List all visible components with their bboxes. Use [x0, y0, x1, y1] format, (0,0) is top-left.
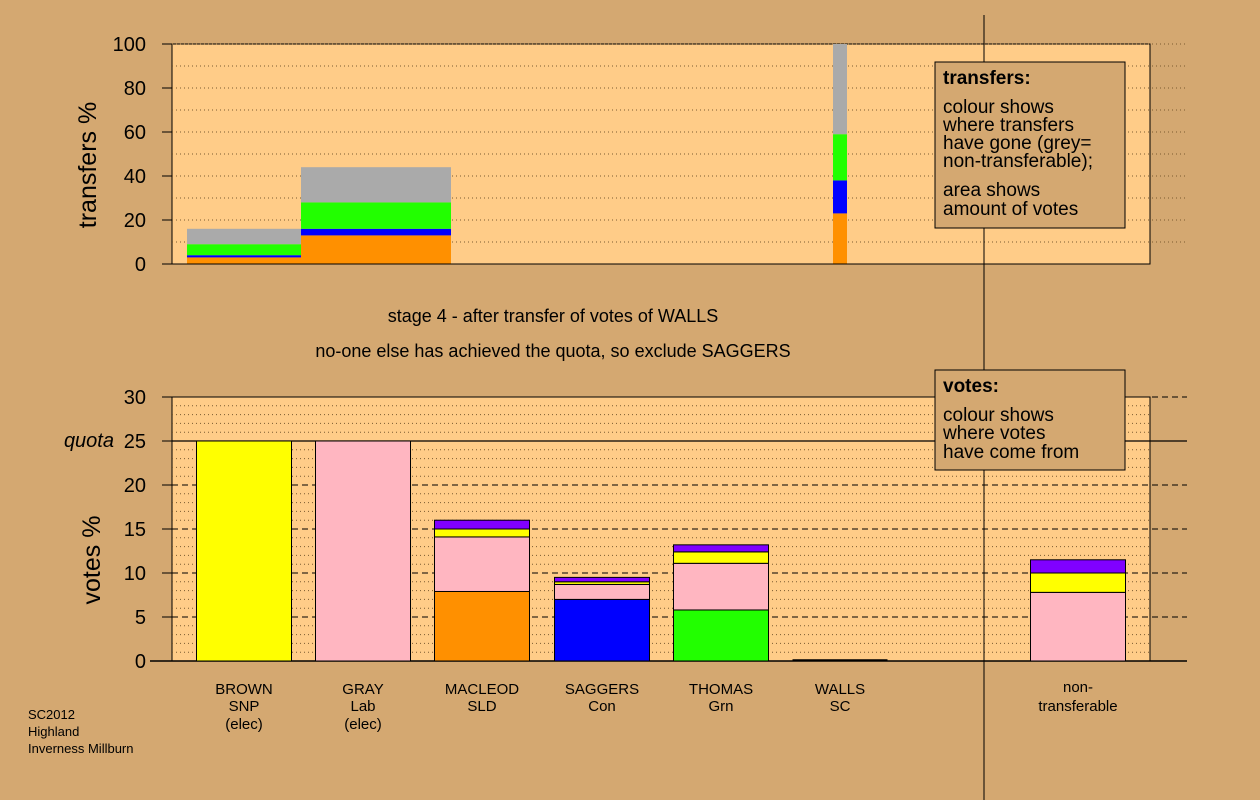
candidate-status: (elec): [344, 716, 382, 733]
stage-title: stage 4 - after transfer of votes of WAL…: [388, 306, 719, 326]
footer-line: Inverness Millburn: [28, 741, 134, 756]
stage-subtitle: no-one else has achieved the quota, so e…: [315, 341, 790, 361]
votes-tick-label: 20: [124, 475, 146, 497]
transfer-segment-sld: [301, 235, 451, 264]
vote-segment-sld: [434, 590, 530, 662]
candidate-party: SNP: [229, 698, 260, 715]
votes-tick-label: 15: [124, 519, 146, 541]
vote-segment-grn: [673, 609, 769, 662]
transfer-segment-con: [187, 255, 301, 258]
votes-y-ticks: 0 5 10 15 20 25 30: [124, 387, 172, 673]
candidate-party: SLD: [467, 698, 496, 715]
transfers-legend-line: have gone (grey=: [943, 133, 1091, 154]
vote-segment-snp: [434, 528, 530, 538]
candidate-status: (elec): [225, 716, 263, 733]
transfer-segment-sld: [833, 213, 847, 264]
candidate-name: SAGGERS: [565, 681, 639, 698]
nontransferable-segment-sc: [1030, 559, 1126, 574]
votes-y-axis-title: votes %: [78, 516, 106, 605]
vote-segment-snp: [673, 551, 769, 564]
candidate-party: Lab: [350, 698, 375, 715]
transfers-legend-line: colour shows: [943, 97, 1054, 118]
transfer-segment-grn: [833, 134, 847, 181]
transfers-y-axis-title: transfers %: [74, 102, 102, 228]
candidate-name: BROWN: [215, 681, 273, 698]
transfer-segment-sld: [187, 257, 301, 264]
nontransferable-label: transferable: [1038, 698, 1117, 715]
votes-legend-line: colour shows: [943, 405, 1054, 426]
transfers-tick-label: 40: [124, 166, 146, 188]
candidate-party: Grn: [708, 698, 733, 715]
transfers-legend-line: amount of votes: [943, 199, 1078, 220]
votes-tick-label: 0: [135, 651, 146, 673]
footer-line: Highland: [28, 724, 79, 739]
candidate-name: WALLS: [815, 681, 865, 698]
transfer-segment-nontransferable: [833, 44, 847, 135]
nontransferable-label: non-: [1063, 679, 1093, 696]
candidate-party: SC: [830, 698, 851, 715]
candidate-name: THOMAS: [689, 681, 753, 698]
votes-legend-box: [934, 369, 1126, 471]
transfer-segment-con: [301, 228, 451, 236]
transfer-segment-nontransferable: [301, 167, 451, 203]
votes-bars: [196, 440, 1126, 662]
votes-legend-line: have come from: [943, 442, 1079, 463]
vote-segment-sc: [434, 519, 530, 530]
transfers-bars: [172, 44, 1150, 265]
transfer-segment-grn: [301, 202, 451, 229]
footer-line: SC2012: [28, 707, 75, 722]
candidate-name: GRAY: [342, 681, 383, 698]
transfers-legend-line: area shows: [943, 180, 1040, 201]
transfers-tick-label: 60: [124, 122, 146, 144]
transfers-legend-box: [934, 61, 1126, 229]
transfers-y-ticks: 0 20 40 60 80 100: [113, 34, 172, 276]
votes-tick-label: 25: [124, 431, 146, 453]
votes-legend-line: where votes: [942, 423, 1045, 444]
vote-segment-lab: [434, 536, 530, 592]
quota-label: quota: [64, 430, 114, 452]
vote-segment-sc: [554, 576, 650, 583]
candidate-labels: BROWNSNP(elec)GRAYLab(elec)MACLEODSLDSAG…: [215, 679, 1117, 733]
candidate-name: MACLEOD: [445, 681, 519, 698]
transfer-segment-nontransferable: [187, 228, 301, 245]
nontransferable-segment-lab: [1030, 591, 1126, 662]
transfer-segment-grn: [187, 244, 301, 256]
transfers-legend-line: non-transferable);: [943, 151, 1093, 172]
vote-segment-lab: [554, 583, 650, 600]
votes-tick-label: 30: [124, 387, 146, 409]
transfers-legend: transfers: colour shows where transfers …: [934, 61, 1126, 229]
transfers-tick-label: 80: [124, 78, 146, 100]
nontransferable-segment-snp: [1030, 572, 1126, 593]
vote-segment-lab: [673, 562, 769, 611]
transfers-legend-title: transfers:: [943, 68, 1031, 89]
vote-segment-sc: [673, 544, 769, 553]
votes-legend-title: votes:: [943, 376, 999, 397]
votes-tick-label: 10: [124, 563, 146, 585]
vote-segment-con: [554, 598, 650, 662]
transfers-legend-line: where transfers: [942, 115, 1074, 136]
candidate-party: Con: [588, 698, 616, 715]
transfers-tick-label: 100: [113, 34, 146, 56]
votes-legend: votes: colour shows where votes have com…: [934, 369, 1126, 471]
vote-segment-snp: [196, 440, 292, 662]
transfers-tick-label: 20: [124, 210, 146, 232]
transfers-tick-label: 0: [135, 254, 146, 276]
vote-segment-lab: [315, 440, 411, 662]
votes-tick-label: 5: [135, 607, 146, 629]
transfer-segment-con: [833, 180, 847, 214]
